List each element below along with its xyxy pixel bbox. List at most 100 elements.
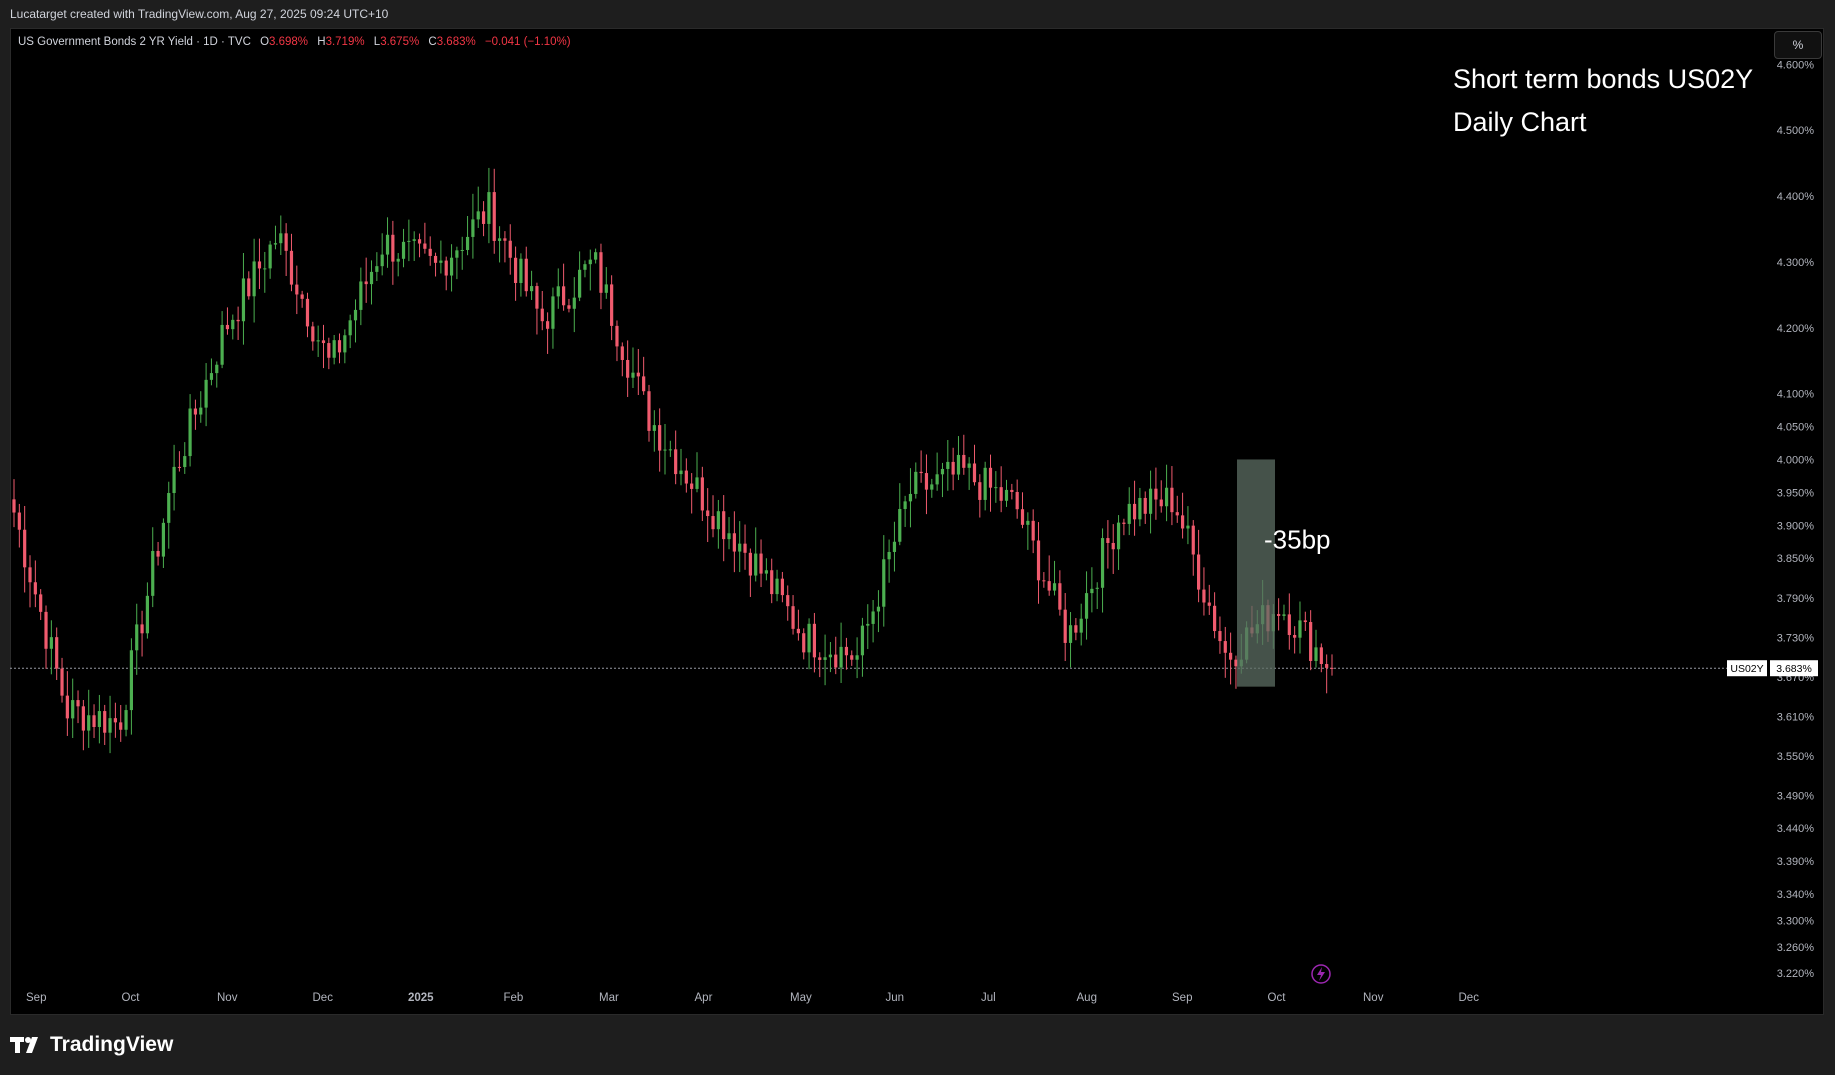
candle-body bbox=[1159, 499, 1163, 507]
candle-body bbox=[487, 192, 491, 224]
tradingview-logo[interactable]: TradingView bbox=[10, 1030, 173, 1060]
y-tick-label: 4.200% bbox=[1777, 323, 1815, 335]
candle-body bbox=[156, 550, 160, 557]
candle-body bbox=[946, 461, 950, 469]
candle-body bbox=[690, 483, 694, 489]
candle-body bbox=[930, 484, 934, 490]
candle-body bbox=[1026, 520, 1030, 525]
candle-body bbox=[1186, 525, 1190, 529]
candle-body bbox=[962, 454, 966, 468]
y-tick-label: 3.900% bbox=[1777, 520, 1815, 532]
candle-body bbox=[935, 474, 939, 485]
axis-layer: 4.600% 4.500% 4.400% 4.300% 4.200% 4.100% 4.05… bbox=[26, 59, 1818, 1004]
candle-body bbox=[1287, 614, 1291, 635]
candle-body bbox=[983, 467, 987, 500]
candle-body bbox=[1180, 515, 1185, 529]
x-tick-label: Jul bbox=[981, 992, 996, 1004]
candle-body bbox=[866, 623, 870, 626]
candle-body bbox=[732, 533, 736, 552]
candle-body bbox=[743, 543, 747, 553]
y-tick-label: 4.100% bbox=[1777, 389, 1815, 401]
candle-body bbox=[1234, 659, 1238, 667]
y-tick-label: 4.000% bbox=[1777, 454, 1815, 466]
percent-scale-button[interactable]: % bbox=[1774, 31, 1822, 59]
candle-body bbox=[802, 633, 806, 653]
candle-body bbox=[1079, 618, 1083, 633]
candle-body bbox=[81, 706, 85, 731]
x-tick-label: Oct bbox=[122, 992, 141, 1004]
candle-body bbox=[129, 650, 133, 711]
candle-body bbox=[433, 255, 438, 263]
y-tick-label: 3.730% bbox=[1777, 632, 1815, 644]
candle-body bbox=[1036, 540, 1041, 581]
candle-body bbox=[124, 710, 128, 730]
symbol-legend: US Government Bonds 2 YR Yield · 1D · TV… bbox=[18, 36, 571, 48]
candle-body bbox=[1154, 488, 1158, 500]
candle-body bbox=[1191, 525, 1195, 555]
candle-body bbox=[188, 408, 192, 457]
candle-body bbox=[924, 473, 929, 490]
x-tick-label: Mar bbox=[599, 992, 619, 1004]
candle-body bbox=[332, 340, 336, 358]
candle-body bbox=[1303, 620, 1307, 623]
candle-body bbox=[172, 466, 176, 494]
candle-body bbox=[1293, 634, 1297, 638]
candle-body bbox=[647, 391, 651, 431]
candle-body bbox=[343, 335, 347, 353]
candle-body bbox=[23, 529, 27, 568]
candle-body bbox=[588, 259, 592, 265]
candle-body bbox=[994, 487, 998, 489]
candle-body bbox=[439, 260, 443, 263]
candle-body bbox=[428, 248, 432, 256]
candle-body bbox=[396, 258, 400, 262]
candle-body bbox=[337, 340, 342, 353]
candle-body bbox=[1132, 503, 1137, 520]
candle-body bbox=[12, 499, 16, 513]
candle-body bbox=[529, 286, 534, 292]
candle-body bbox=[572, 297, 576, 309]
candle-body bbox=[834, 654, 838, 668]
candle-body bbox=[722, 511, 726, 540]
candle-body bbox=[1084, 593, 1089, 619]
candle-body bbox=[1148, 488, 1153, 514]
y-tick-label: 3.220% bbox=[1777, 968, 1815, 980]
candle-body bbox=[1106, 538, 1110, 543]
candle-body bbox=[497, 238, 502, 241]
candle-body bbox=[551, 296, 555, 329]
candle-body bbox=[674, 449, 678, 475]
candle-body bbox=[844, 646, 849, 656]
x-tick-label: Apr bbox=[695, 992, 713, 1004]
candle-body bbox=[492, 192, 496, 241]
candle-body bbox=[177, 466, 182, 468]
candle-body bbox=[1138, 497, 1142, 520]
x-tick-label: Sep bbox=[26, 992, 46, 1004]
change-value: −0.041 (−1.10%) bbox=[484, 36, 571, 48]
y-tick-label: 4.050% bbox=[1777, 422, 1815, 434]
candle-body bbox=[908, 493, 913, 502]
symbol-name: US Government Bonds 2 YR Yield · 1D · TV… bbox=[18, 36, 251, 48]
candle-body bbox=[455, 250, 459, 258]
candle-body bbox=[215, 364, 219, 374]
price-chart[interactable]: -35bp 4.600% 4.500% 4.400% 4.300% 4.200% 4.10… bbox=[10, 28, 1824, 1015]
candle-body bbox=[44, 611, 48, 649]
annotation-line-1: Short term bonds US02Y bbox=[1453, 64, 1754, 94]
candle-body bbox=[460, 249, 464, 251]
chart-frame bbox=[10, 28, 1824, 1015]
y-tick-label: 3.340% bbox=[1777, 889, 1815, 901]
y-tick-label: 3.550% bbox=[1777, 751, 1815, 763]
candle-body bbox=[49, 637, 53, 649]
candle-body bbox=[513, 257, 518, 284]
candle-body bbox=[951, 461, 955, 475]
candle-body bbox=[684, 470, 688, 484]
candle-body bbox=[583, 264, 587, 270]
candle-body bbox=[65, 695, 69, 719]
candle-body bbox=[1223, 641, 1227, 653]
candle-body bbox=[663, 449, 667, 451]
candle-body bbox=[247, 278, 251, 297]
x-tick-label: 2025 bbox=[408, 992, 434, 1004]
candle-body bbox=[284, 233, 288, 251]
candle-body bbox=[882, 559, 886, 607]
annotation-line-2: Daily Chart bbox=[1453, 107, 1587, 137]
candle-body bbox=[972, 463, 977, 483]
candle-body bbox=[519, 258, 523, 284]
